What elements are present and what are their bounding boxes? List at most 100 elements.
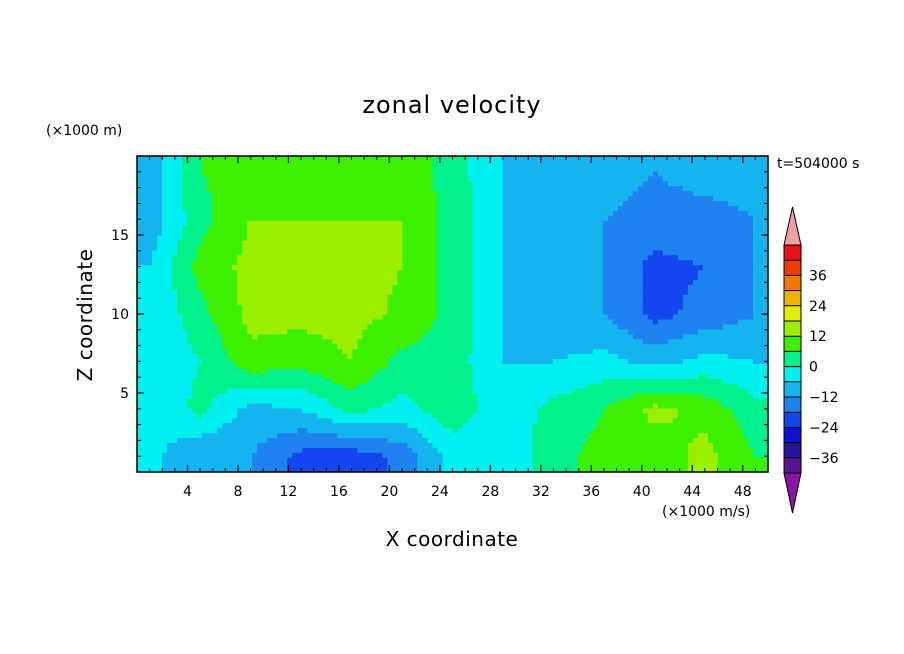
y-tick-label: 10 [111,307,129,323]
contour-cell [752,235,768,241]
contour-cell [222,333,253,340]
contour-cell [162,165,183,172]
contour-cell [662,249,754,256]
contour-cell [167,447,258,453]
contour-cell [502,195,629,202]
contour-cell [167,442,258,448]
contour-cell [242,304,388,310]
contour-cell [397,279,439,285]
contour-cell [182,225,208,231]
contour-cell [557,393,634,399]
contour-cell [472,343,504,350]
colorbar-swatch [784,351,801,367]
contour-cell [352,353,393,360]
contour-cell [172,284,198,290]
contour-cell [502,185,639,192]
contour-cell [237,407,303,414]
contour-cell [442,452,534,458]
contour-cell [362,328,429,335]
y-axis-unit: (×1000 m) [46,123,122,139]
contour-cell [467,165,504,172]
contour-cell [137,185,163,192]
contour-cell [337,432,424,439]
contour-cell [197,368,248,374]
contour-cell [317,412,434,419]
contour-cell [502,333,634,340]
contour-cell [437,274,474,281]
contour-cell [137,333,188,340]
contour-cell [667,180,768,187]
contour-cell [382,314,439,320]
contour-cell [247,368,268,374]
contour-cell [687,284,754,290]
contour-cell [172,279,198,285]
contour-cell [137,393,193,399]
contour-cell [747,437,768,443]
contour-cell [172,269,193,276]
contour-cell [587,437,694,443]
contour-cell [702,264,754,271]
contour-cell [197,363,238,369]
contour-cell [687,467,719,472]
contour-cell [137,235,158,241]
contour-cell [252,452,293,458]
contour-cell [657,402,724,409]
contour-cell [387,467,419,472]
contour-cell [532,432,589,439]
contour-cell [607,314,649,320]
contour-cell [402,230,439,236]
contour-cell [582,447,689,453]
colorbar-over-arrow [783,206,802,246]
contour-cell [532,442,584,448]
contour-cell [602,220,754,226]
contour-cell [667,338,768,345]
contour-cell [207,180,434,187]
contour-cell [137,254,153,261]
contour-field [137,156,768,472]
contour-cell [182,165,203,172]
contour-cell [137,412,198,419]
contour-cell [287,328,308,335]
contour-cell [437,235,474,241]
contour-cell [472,185,504,192]
contour-cell [597,422,739,429]
contour-cell [707,373,768,379]
contour-cell [292,452,383,458]
contour-cell [192,264,233,271]
contour-cell [717,462,768,468]
contour-cell [607,348,768,355]
contour-cell [552,358,629,364]
contour-cell [502,264,604,271]
contour-cell [502,249,604,256]
colorbar-swatch [784,442,801,459]
contour-cell [477,407,539,414]
contour-cell [437,195,474,202]
contour-cell [597,417,649,424]
contour-cell [247,235,404,241]
contour-cell [152,249,178,256]
contour-cell [162,215,188,221]
contour-cell [697,274,754,281]
contour-cell [202,156,434,162]
contour-cell [502,274,604,281]
contour-cell [752,225,768,231]
contour-cell [237,284,394,290]
contour-cell [232,358,388,364]
contour-cell [402,225,439,231]
contour-cell [402,264,439,271]
contour-cell [137,309,178,315]
contour-cell [502,299,604,305]
contour-cell [692,259,754,266]
contour-cell [452,427,459,434]
colorbar-tick-label: −24 [809,420,839,436]
contour-cell [152,254,173,261]
contour-cell [707,432,744,439]
contour-cell [137,437,178,443]
contour-cell [502,239,604,246]
colorbar-swatch [784,366,801,383]
contour-cell [472,254,504,261]
contour-cell [472,200,504,206]
colorbar-swatch [784,397,801,413]
contour-cell [182,160,203,167]
